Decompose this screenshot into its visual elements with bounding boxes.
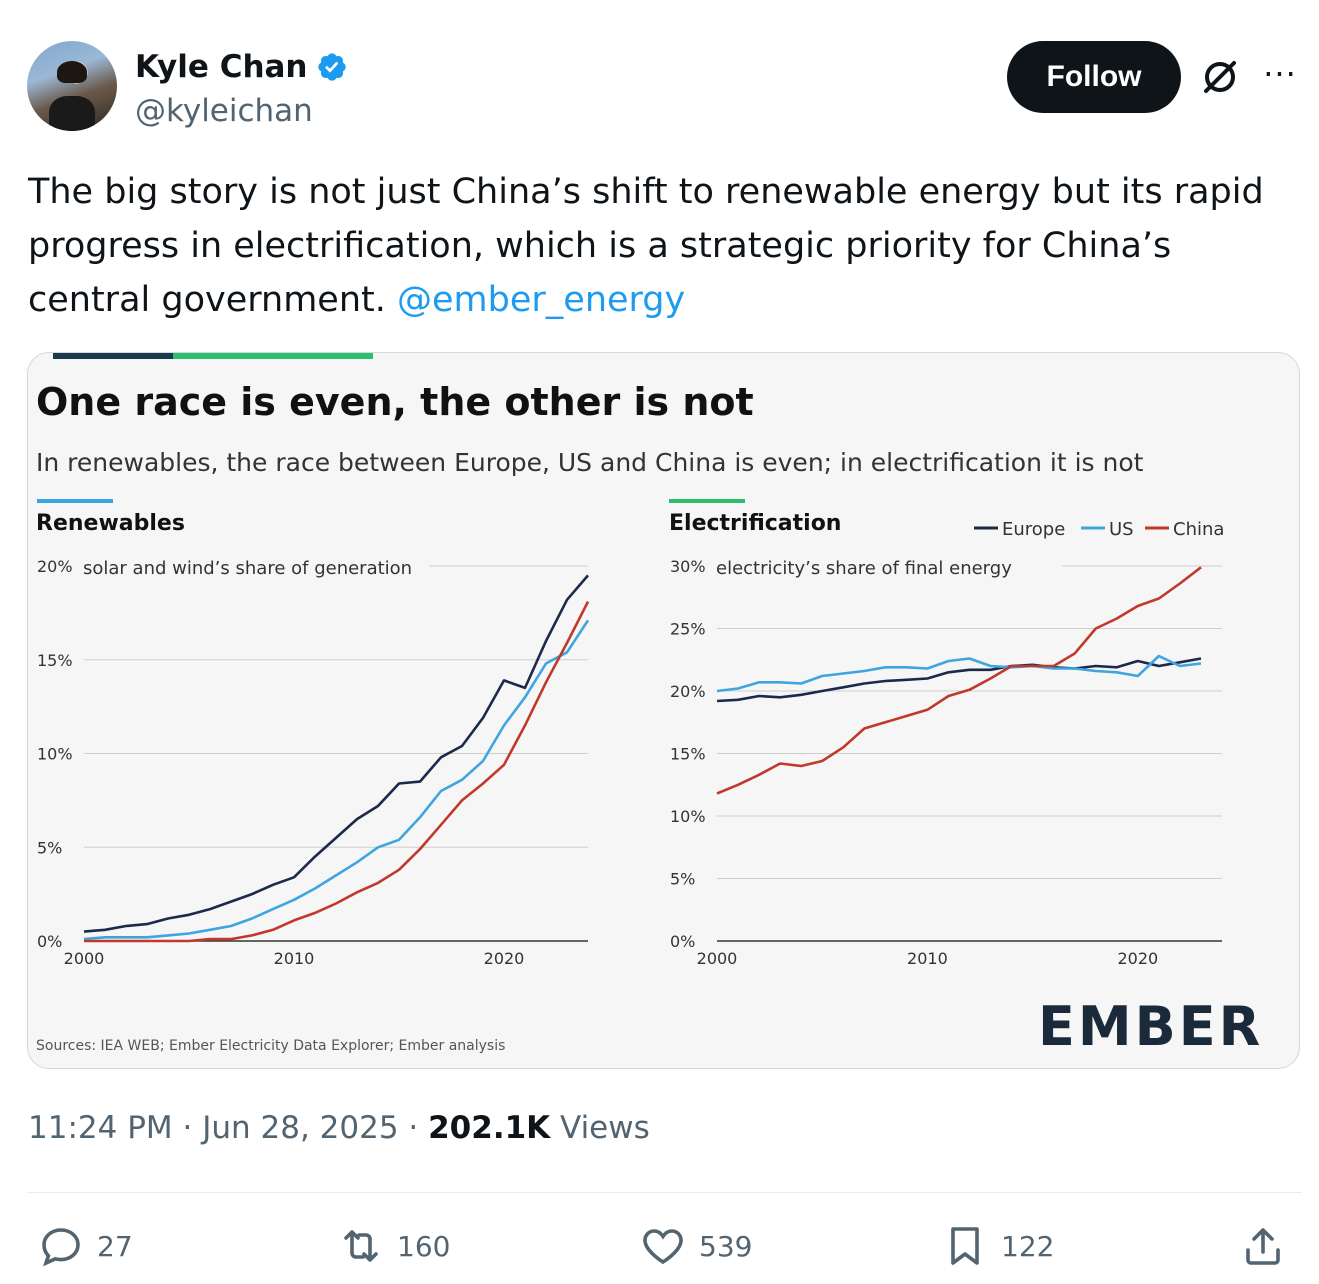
renewables-series-europe — [83, 574, 589, 933]
divider — [27, 1192, 1302, 1193]
views-count: 202.1K — [428, 1110, 551, 1146]
tweet-text: The big story is not just China’s shift … — [28, 165, 1288, 327]
tweet-time: 11:24 PM — [28, 1110, 173, 1146]
electrification-title: Electrification — [669, 511, 841, 536]
repost-count: 160 — [397, 1229, 451, 1263]
top-accent-bar-dark — [53, 353, 173, 359]
renewables-xtick-0: 2000 — [64, 949, 105, 968]
card-subtitle: In renewables, the race between Europe, … — [36, 448, 1144, 477]
electrification-ytick-2: 10% — [670, 807, 706, 826]
share-button[interactable] — [1239, 1222, 1287, 1270]
electrification-xtick-1: 2010 — [907, 949, 948, 968]
ember-logo: EMBER — [1038, 995, 1263, 1058]
chart-legend: Europe US China — [974, 519, 1224, 540]
mention-link[interactable]: @ember_energy — [397, 280, 686, 320]
renewables-title: Renewables — [36, 511, 185, 536]
electrification-series-europe — [716, 657, 1202, 703]
tweet-date: Jun 28, 2025 — [202, 1110, 399, 1146]
like-button[interactable]: 539 — [639, 1222, 752, 1270]
tweet-header: Kyle Chan @kyleichan Follow ··· — [27, 41, 1302, 133]
chart-image: One race is even, the other is not In re… — [36, 353, 1263, 1058]
electrification-ytick-1: 5% — [670, 870, 695, 889]
renewables-ytick-4: 20% — [37, 557, 73, 576]
legend-label-us: US — [1109, 519, 1134, 540]
electrification-series-us — [716, 654, 1202, 693]
renewables-ytick-2: 10% — [37, 745, 73, 764]
electrification-ylabel: electricity’s share of final energy — [716, 558, 1012, 579]
avatar[interactable] — [27, 41, 117, 131]
reply-count: 27 — [97, 1229, 133, 1263]
renewables-chart: 0% 5% 10% 15% 20% 2000 2010 2020 — [37, 557, 590, 968]
bookmark-button[interactable]: 122 — [941, 1222, 1054, 1270]
renewables-xtick-1: 2010 — [274, 949, 315, 968]
verified-badge-icon — [317, 53, 346, 81]
source-note: Sources: IEA WEB; Ember Electricity Data… — [36, 1038, 505, 1054]
electrification-ytick-6: 30% — [670, 557, 706, 576]
more-options-icon[interactable]: ··· — [1263, 55, 1297, 93]
grok-icon[interactable] — [1200, 57, 1240, 97]
electrification-chart: 0% 5% 10% 15% 20% 25% 30% 2000 2010 2020 — [670, 557, 1222, 968]
electrification-xtick-0: 2000 — [697, 949, 738, 968]
renewables-ytick-3: 15% — [37, 651, 73, 670]
tweet-body: The big story is not just China’s shift … — [28, 172, 1264, 320]
bookmark-count: 122 — [1001, 1229, 1055, 1263]
renewables-ytick-1: 5% — [37, 838, 62, 857]
author-name-row: Kyle Chan — [135, 49, 348, 85]
renewables-accent — [37, 499, 113, 503]
share-icon — [1246, 1228, 1280, 1265]
repost-button[interactable]: 160 — [337, 1222, 450, 1270]
renewables-series-china — [84, 601, 590, 943]
author-handle[interactable]: @kyleichan — [135, 93, 313, 129]
electrification-ytick-4: 20% — [670, 682, 706, 701]
electrification-ytick-5: 25% — [670, 620, 706, 639]
bookmark-icon — [951, 1227, 979, 1265]
electrification-ytick-3: 15% — [670, 745, 706, 764]
renewables-xtick-2: 2020 — [484, 949, 525, 968]
media-card[interactable]: One race is even, the other is not In re… — [27, 352, 1300, 1069]
action-bar: 27 160 539 122 — [27, 1222, 1302, 1278]
electrification-ytick-0: 0% — [670, 932, 695, 951]
heart-icon — [643, 1229, 683, 1265]
follow-button[interactable]: Follow — [1007, 41, 1181, 113]
reply-icon — [42, 1228, 80, 1267]
tweet-timestamp[interactable]: 11:24 PM · Jun 28, 2025 · 202.1K Views — [28, 1110, 650, 1146]
legend-label-china: China — [1173, 519, 1224, 540]
renewables-ytick-0: 0% — [37, 932, 62, 951]
renewables-series-us — [83, 619, 590, 941]
reply-button[interactable]: 27 — [37, 1222, 133, 1270]
top-accent-bar — [53, 353, 373, 359]
legend-label-europe: Europe — [1002, 519, 1065, 540]
electrification-accent — [669, 499, 745, 503]
like-count: 539 — [699, 1229, 753, 1263]
electrification-series-china — [716, 566, 1202, 795]
card-title: One race is even, the other is not — [36, 380, 754, 424]
repost-icon — [344, 1230, 378, 1262]
renewables-ylabel: solar and wind’s share of generation — [83, 558, 412, 579]
author-name[interactable]: Kyle Chan — [135, 49, 308, 85]
views-label: Views — [560, 1110, 650, 1146]
electrification-xtick-2: 2020 — [1117, 949, 1158, 968]
